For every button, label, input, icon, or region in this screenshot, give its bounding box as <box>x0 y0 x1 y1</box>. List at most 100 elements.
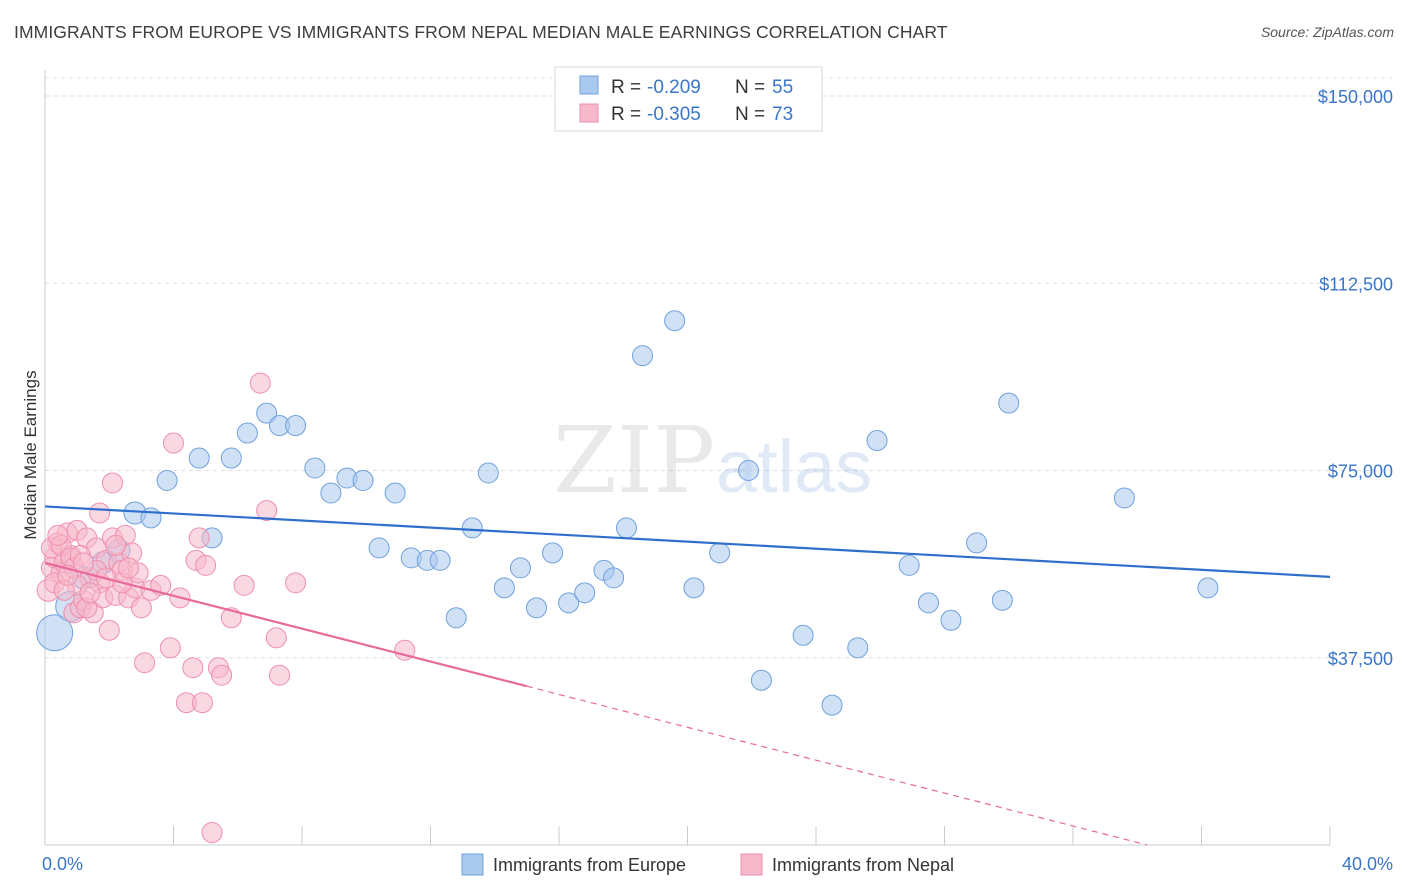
y-tick-label: $112,500 <box>1319 274 1393 294</box>
nepal-trendline-extension <box>526 685 1148 846</box>
nepal-point <box>211 664 233 686</box>
europe-point <box>285 415 307 437</box>
nepal-point <box>182 657 204 679</box>
bottom-legend-label-nepal: Immigrants from Nepal <box>772 855 954 875</box>
legend-swatch-nepal <box>579 103 599 123</box>
europe-point <box>966 532 988 554</box>
europe-point <box>603 567 625 589</box>
europe-point <box>615 517 637 539</box>
europe-point <box>847 637 869 659</box>
europe-point <box>445 607 467 629</box>
nepal-point <box>98 619 120 641</box>
europe-point <box>526 597 548 619</box>
europe-point <box>509 557 531 579</box>
europe-point <box>866 430 888 452</box>
gridlines <box>45 77 1392 659</box>
legend-r-value-nepal: -0.305 <box>647 104 701 125</box>
nepal-point <box>159 637 181 659</box>
europe-point <box>493 577 515 599</box>
europe-point <box>220 447 242 469</box>
europe-point <box>477 462 499 484</box>
nepal-point <box>249 372 271 394</box>
watermark-zip: ZIP <box>553 407 715 514</box>
nepal-point <box>269 664 291 686</box>
y-tick-labels: $150,000 $112,500 $75,000 $37,500 <box>1318 87 1393 669</box>
europe-point <box>940 609 962 631</box>
nepal-point <box>191 692 213 714</box>
europe-point <box>738 460 760 481</box>
legend-n-label-nepal: N = <box>735 104 765 125</box>
nepal-point <box>195 554 217 576</box>
x-tick-label-min: 0.0% <box>42 854 83 874</box>
europe-point <box>236 422 258 444</box>
nepal-point <box>201 822 223 844</box>
nepal-trendline <box>44 561 528 688</box>
nepal-point <box>89 502 111 524</box>
bottom-legend-swatch-nepal <box>740 853 763 876</box>
europe-point <box>368 537 390 559</box>
nepal-point <box>47 524 69 546</box>
nepal-point <box>285 572 307 594</box>
europe-point <box>429 549 451 571</box>
europe-point <box>898 554 920 576</box>
europe-point <box>683 577 705 599</box>
europe-point <box>188 447 210 469</box>
legend-r-label-europe: R = <box>611 77 641 98</box>
europe-point <box>542 542 564 564</box>
legend-r-value-europe: -0.209 <box>647 77 701 98</box>
y-tick-label: $37,500 <box>1328 649 1393 669</box>
nepal-point <box>188 527 210 549</box>
legend-n-value-nepal: 73 <box>772 104 793 125</box>
europe-point <box>998 392 1020 414</box>
europe-point <box>36 614 74 652</box>
europe-point <box>750 669 772 691</box>
europe-point <box>558 592 580 614</box>
europe-point <box>256 402 278 424</box>
europe-point <box>304 457 326 479</box>
nepal-point <box>134 652 156 674</box>
europe-point <box>917 592 939 614</box>
europe-point <box>792 624 814 646</box>
legend-n-value-europe: 55 <box>772 77 793 98</box>
legend-swatch-europe <box>579 75 599 95</box>
y-tick-label: $150,000 <box>1318 87 1393 107</box>
europe-point <box>384 482 406 504</box>
trendlines <box>44 505 1331 846</box>
europe-point <box>1197 577 1219 599</box>
source-label: Source: ZipAtlas.com <box>1260 24 1394 40</box>
nepal-point <box>79 582 101 604</box>
nepal-point <box>130 597 152 619</box>
y-tick-label: $75,000 <box>1328 462 1393 482</box>
series-legend: Immigrants from Europe Immigrants from N… <box>461 853 954 876</box>
nepal-point <box>265 627 287 649</box>
series-nepal <box>36 372 416 844</box>
x-tick-label-max: 40.0% <box>1342 854 1393 874</box>
x-ticks <box>173 826 1331 845</box>
europe-trendline <box>44 505 1331 578</box>
nepal-point <box>233 574 255 596</box>
y-axis-label: Median Male Earnings <box>21 370 40 539</box>
series-europe <box>36 310 1219 716</box>
europe-point <box>821 694 843 716</box>
watermark: ZIP atlas <box>553 407 872 514</box>
europe-point <box>156 469 178 491</box>
europe-point <box>991 589 1013 611</box>
stats-legend: R = -0.209 N = 55 R = -0.305 N = 73 <box>554 66 823 132</box>
europe-point <box>709 542 731 564</box>
europe-point <box>632 345 654 367</box>
nepal-point <box>256 499 278 521</box>
legend-r-label-nepal: R = <box>611 104 641 125</box>
europe-point <box>664 310 686 332</box>
chart-title: IMMIGRANTS FROM EUROPE VS IMMIGRANTS FRO… <box>14 22 948 42</box>
europe-point <box>574 582 596 604</box>
europe-point <box>320 482 342 504</box>
bottom-legend-label-europe: Immigrants from Europe <box>493 855 686 875</box>
nepal-point <box>101 472 123 494</box>
nepal-point <box>105 534 127 556</box>
europe-point <box>1113 487 1135 509</box>
nepal-point <box>163 432 184 454</box>
europe-point <box>461 517 483 539</box>
europe-point <box>352 469 374 491</box>
bottom-legend-swatch-europe <box>461 853 484 876</box>
